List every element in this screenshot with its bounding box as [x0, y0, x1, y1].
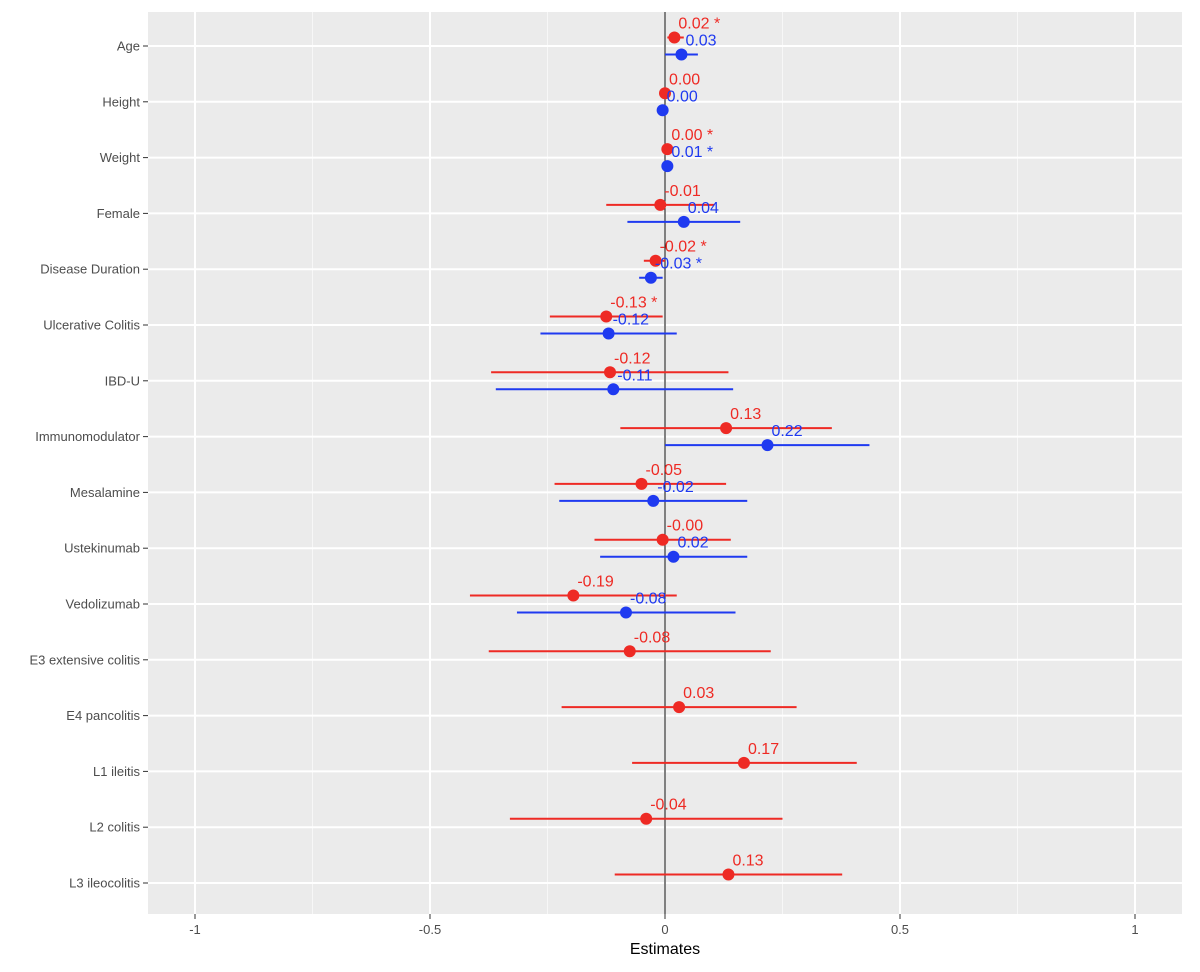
estimate-point: [647, 494, 660, 507]
category-label: E4 pancolitis: [66, 708, 140, 723]
category-label: Ustekinumab: [64, 541, 140, 556]
estimate-label: 0.13: [732, 853, 763, 870]
estimate-label: 0.02: [677, 535, 708, 552]
x-axis-title: Estimates: [630, 941, 700, 958]
estimate-point: [720, 422, 733, 435]
estimate-point: [619, 606, 632, 619]
category-label: Height: [102, 94, 140, 109]
x-tick-label: 1: [1131, 922, 1138, 937]
category-label: Mesalamine: [70, 485, 140, 500]
estimate-point: [661, 160, 674, 173]
estimate-point: [761, 439, 774, 452]
estimate-label: -0.19: [577, 574, 614, 591]
estimate-label: 0.04: [688, 200, 719, 217]
estimate-point: [722, 868, 735, 881]
estimate-label: 0.22: [771, 423, 802, 440]
estimate-label: -0.01: [664, 183, 701, 200]
estimate-point: [644, 271, 657, 284]
estimate-label: -0.08: [634, 629, 671, 646]
estimate-point: [677, 215, 690, 228]
category-label: L2 colitis: [89, 820, 140, 835]
estimate-label: 0.03: [685, 33, 716, 50]
estimate-label: 0.02 *: [678, 16, 720, 33]
estimate-point: [659, 87, 671, 100]
estimate-label: -0.12: [614, 350, 651, 367]
category-label: L3 ileocolitis: [69, 876, 140, 891]
category-label: Vedolizumab: [66, 597, 140, 612]
category-label: IBD-U: [105, 373, 140, 388]
category-label: Weight: [100, 150, 141, 165]
estimate-point: [649, 254, 662, 267]
x-tick-label: -0.5: [419, 922, 441, 937]
estimate-point: [600, 310, 613, 323]
estimate-label: 0.00: [669, 71, 700, 88]
estimate-point: [656, 533, 669, 546]
estimate-point: [673, 701, 686, 714]
x-tick-label: -1: [189, 922, 201, 937]
estimate-label: -0.02 *: [660, 239, 707, 256]
estimate-label: -0.00: [667, 518, 704, 535]
x-tick-label: 0.5: [891, 922, 909, 937]
estimate-point: [656, 104, 669, 117]
category-label: E3 extensive colitis: [29, 652, 140, 667]
category-label: Female: [97, 206, 140, 221]
estimate-point: [737, 756, 750, 769]
estimate-label: -0.13 *: [610, 295, 657, 312]
estimate-point: [661, 143, 674, 156]
x-tick-label: 0: [661, 922, 668, 937]
category-label: Immunomodulator: [35, 429, 140, 444]
estimate-label: -0.03 *: [655, 256, 702, 273]
estimate-point: [640, 812, 653, 825]
estimate-label: -0.02: [657, 479, 694, 496]
estimate-point: [654, 198, 667, 211]
estimate-point: [567, 589, 580, 602]
estimate-point: [602, 327, 615, 340]
estimate-label: -0.05: [646, 462, 683, 479]
estimate-point: [623, 645, 636, 658]
estimate-label: 0.13: [730, 406, 761, 423]
estimate-point: [675, 48, 688, 61]
estimate-label: -0.12: [613, 312, 650, 329]
estimate-point: [667, 550, 680, 563]
estimate-point: [607, 383, 620, 396]
x-axis: -1 -0.5 0 0.5 1: [189, 914, 1139, 937]
estimate-marks: 0.02 *0.000.00 *-0.01-0.02 *-0.13 *-0.12…: [469, 16, 870, 881]
estimate-point: [635, 477, 648, 490]
estimate-label: -0.11: [617, 367, 652, 384]
estimate-label: 0.17: [748, 741, 779, 758]
category-label: Disease Duration: [40, 262, 140, 277]
estimate-label: -0.08: [630, 591, 667, 608]
estimate-point: [668, 31, 681, 44]
category-label: Age: [117, 39, 140, 54]
estimate-label: -0.04: [650, 797, 687, 814]
estimate-label: 0.00 *: [671, 127, 713, 144]
category-label: L1 ileitis: [93, 764, 140, 779]
estimate-label: 0.01 *: [671, 144, 713, 161]
category-label: Ulcerative Colitis: [43, 318, 140, 333]
estimate-label: 0.03: [683, 685, 714, 702]
estimate-label: 0.00: [667, 88, 698, 105]
estimate-point: [604, 366, 617, 379]
category-axis: Age Height Weight Female Disease Duration Ulc…: [29, 39, 148, 891]
